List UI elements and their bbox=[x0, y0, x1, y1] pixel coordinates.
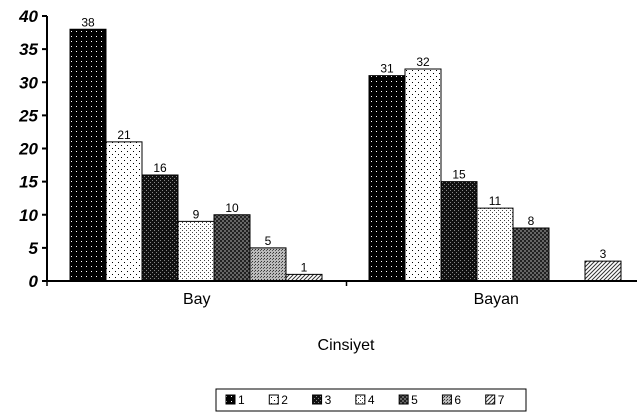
y-axis: 0 5 10 15 20 25 30 35 40 bbox=[18, 7, 48, 291]
y-tick-label: 35 bbox=[19, 40, 38, 59]
y-tick-label: 5 bbox=[29, 239, 39, 258]
legend-swatch bbox=[398, 394, 409, 405]
legend-label: 4 bbox=[368, 393, 375, 407]
data-label: 8 bbox=[528, 214, 535, 228]
legend: 1 2 3 4 5 6 7 bbox=[215, 388, 527, 412]
data-label: 21 bbox=[117, 128, 131, 142]
legend-label: 5 bbox=[411, 393, 418, 407]
y-tick-label: 10 bbox=[19, 206, 38, 225]
legend-swatch bbox=[312, 394, 323, 405]
y-tick-label: 0 bbox=[29, 272, 39, 291]
y-tick-label: 15 bbox=[19, 173, 38, 192]
legend-label: 2 bbox=[281, 393, 288, 407]
x-category-label: Bay bbox=[183, 291, 211, 308]
legend-swatch bbox=[268, 394, 279, 405]
data-label: 1 bbox=[301, 260, 308, 274]
bar-series-6-bay bbox=[249, 247, 287, 282]
y-tick-label: 25 bbox=[18, 106, 38, 125]
y-tick-label: 30 bbox=[19, 73, 38, 92]
data-label: 32 bbox=[416, 55, 430, 69]
data-label: 9 bbox=[193, 207, 200, 221]
y-tick-label: 20 bbox=[18, 140, 38, 159]
bars: 38 31 21 32 16 15 9 11 10 8 5 1 3 bbox=[69, 15, 622, 282]
bar-series-3-bayan bbox=[440, 181, 478, 282]
data-label: 38 bbox=[81, 15, 95, 29]
legend-label: 3 bbox=[325, 393, 332, 407]
bar-series-4-bay bbox=[177, 220, 215, 282]
bar-series-1-bay bbox=[69, 28, 107, 282]
bar-series-1-bayan bbox=[368, 75, 406, 282]
bar-series-7-bayan bbox=[584, 260, 622, 282]
y-tick-label: 40 bbox=[18, 7, 38, 26]
data-label: 5 bbox=[265, 234, 272, 248]
legend-label: 7 bbox=[498, 393, 505, 407]
legend-swatch bbox=[441, 394, 452, 405]
x-axis-label: Cinsiyet bbox=[318, 337, 375, 354]
legend-swatch bbox=[225, 394, 236, 405]
legend-label: 1 bbox=[238, 393, 245, 407]
bar-series-4-bayan bbox=[476, 207, 514, 282]
data-label: 3 bbox=[600, 247, 607, 261]
bar-series-2-bay bbox=[105, 141, 143, 282]
legend-swatch bbox=[355, 394, 366, 405]
bar-series-2-bayan bbox=[404, 68, 442, 282]
data-label: 31 bbox=[380, 62, 394, 76]
bar-series-3-bay bbox=[141, 174, 179, 282]
x-axis: Bay Bayan bbox=[46, 280, 637, 308]
data-label: 10 bbox=[225, 201, 239, 215]
data-label: 16 bbox=[153, 161, 167, 175]
legend-label: 6 bbox=[454, 393, 461, 407]
data-label: 11 bbox=[489, 194, 502, 208]
data-label: 15 bbox=[452, 168, 466, 182]
legend-swatch bbox=[485, 394, 496, 405]
bar-series-5-bay bbox=[213, 214, 251, 282]
x-category-label: Bayan bbox=[474, 291, 519, 308]
bar-series-5-bayan bbox=[512, 227, 550, 282]
